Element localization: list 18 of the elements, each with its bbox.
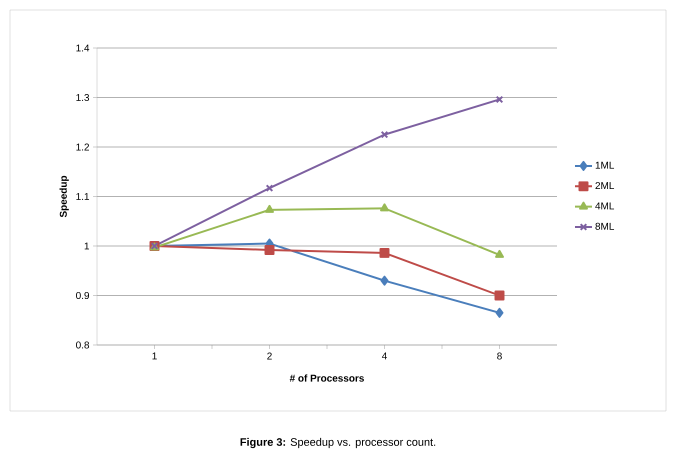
y-tick-label: 1.2 [76,144,89,150]
y-tick-label: 1.1 [76,193,90,200]
x-tick-label: 4 [382,352,387,360]
y-tick-label: 0.9 [76,292,90,300]
y-axis-title: Speedup [60,176,69,218]
legend-label: 8ML [595,222,614,230]
legend-label: 1ML [596,162,614,169]
x-tick-label: 8 [497,352,502,360]
y-tick-label: 1 [84,242,90,250]
x-tick-label: 1 [152,352,157,360]
y-tick-label: 1.4 [76,44,90,52]
x-axis-title: # of Processors [290,374,364,382]
legend-label: 4ML [595,202,614,210]
legend-label: 2ML [595,182,614,190]
y-tick-label: 0.8 [76,341,90,349]
x-tick-label: 2 [267,352,272,360]
y-tick-label: 1.3 [76,94,90,102]
text: Figure 3: Speedup vs. processor count. [240,438,436,448]
